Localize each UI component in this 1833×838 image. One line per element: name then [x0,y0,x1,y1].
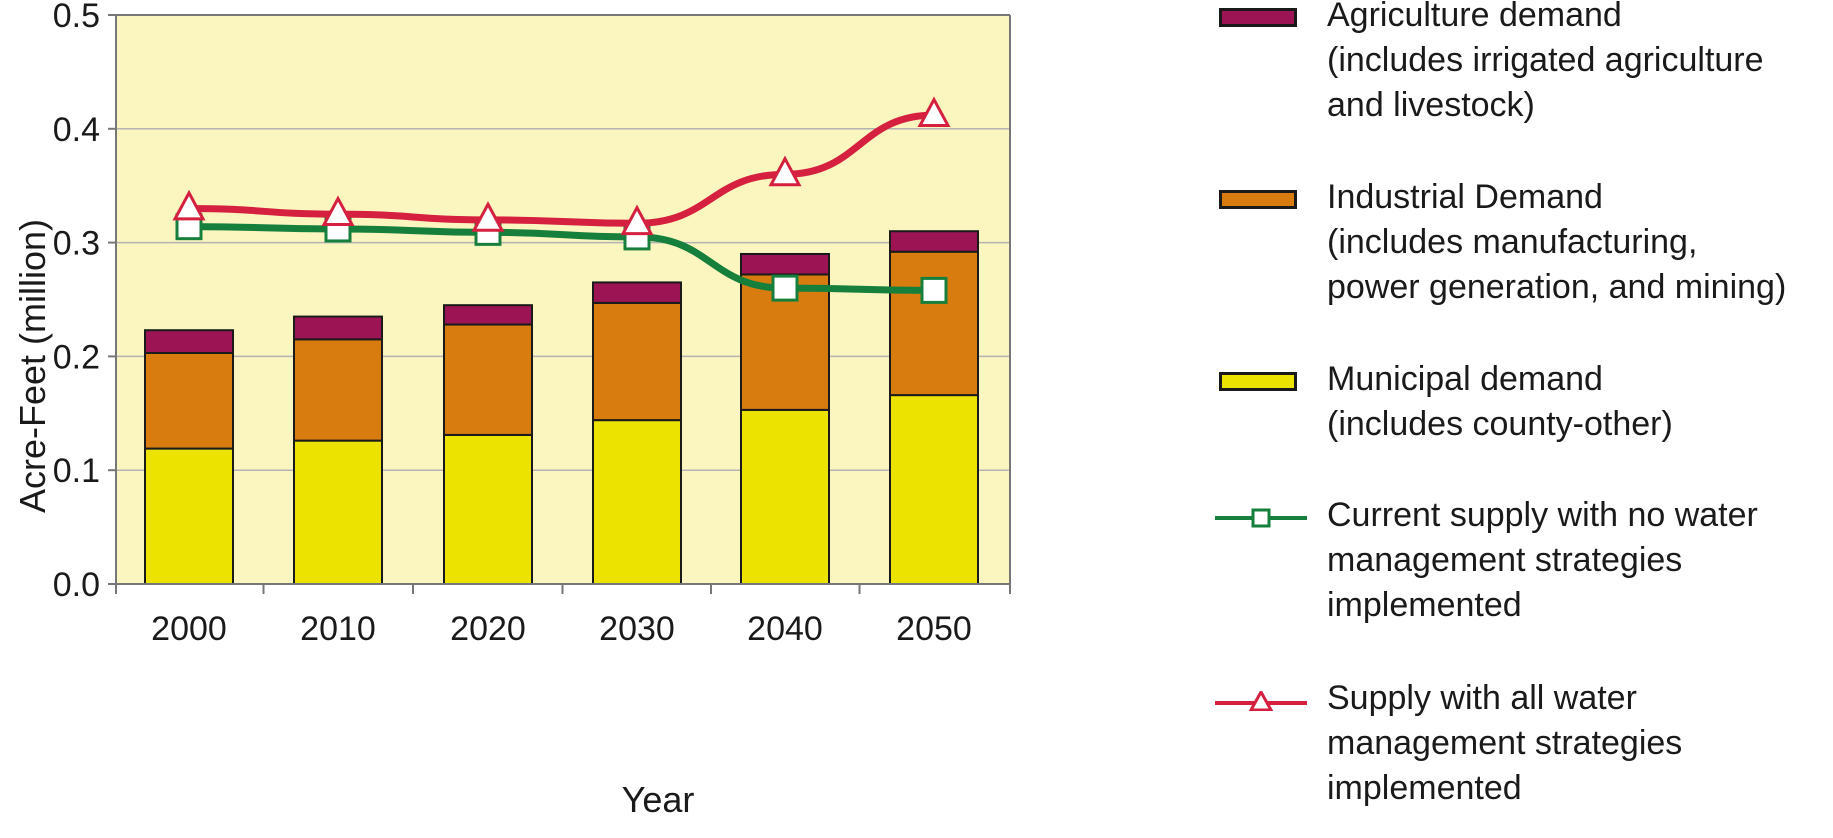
x-tick-label: 2050 [896,610,972,648]
agriculture-swatch [1219,8,1297,27]
bar-segment [293,338,383,442]
y-tick-label: 0.5 [53,0,100,35]
strategies-supply-line-key [1215,691,1307,711]
y-tick-label: 0.3 [53,225,100,263]
bar-segment [889,230,979,253]
bar-segment [592,281,682,304]
data-point-triangle [917,96,951,128]
bar-segment [740,408,830,585]
x-tick-label: 2040 [747,610,823,648]
x-tick-label: 2020 [450,610,526,648]
data-point-triangle [172,189,206,221]
bar-segment [144,351,234,450]
data-point-triangle [471,201,505,232]
bar-segment [293,439,383,585]
x-tick-label: 2000 [151,610,227,648]
bar-segment [889,250,979,397]
bar-segment [443,323,533,436]
series-line [185,223,938,294]
bar-segment [293,315,383,341]
x-tick-label: 2030 [599,610,675,648]
y-tick-label: 0.2 [53,338,100,376]
bar-segment [592,419,682,585]
data-point-triangle [768,155,802,187]
bars [144,230,979,586]
bar-segment [443,304,533,326]
x-tick-label: 2010 [300,610,376,648]
series-line [185,111,938,227]
legend-label-current-supply: Current supply with no water management … [1327,496,1758,624]
data-point-square [771,274,799,302]
axes: 0.0 0.1 0.2 0.3 0.4 0.5 2000 2010 2020 2030 2040 20… [53,0,1011,648]
industrial-swatch [1219,190,1297,209]
data-point-square [920,276,948,304]
legend-label-municipal: Municipal demand (includes county-other) [1327,360,1673,443]
bar-segment [144,447,234,585]
stacked-bar-chart: 0.0 0.1 0.2 0.3 0.4 0.5 2000 2010 2020 2030 2040 20… [12,0,1011,820]
bar-segment [740,252,830,276]
y-tick-label: 0.4 [53,111,100,149]
bar-segment [144,329,234,354]
legend-label-industrial: Industrial Demand (includes manufacturin… [1327,178,1787,306]
bar-segment [592,301,682,422]
y-tick-label: 0.1 [53,452,100,490]
current-supply-line-key [1215,508,1307,528]
data-point-triangle [321,195,355,227]
legend-label-agriculture: Agriculture demand (includes irrigated a… [1327,0,1764,124]
x-axis-title: Year [622,779,695,820]
supply-lines [172,96,951,304]
plot-background [116,15,1010,584]
bar-segment [443,433,533,585]
plot-area [116,15,1010,584]
y-tick-label: 0.0 [53,566,100,604]
bar-segment [889,394,979,586]
municipal-swatch [1219,372,1297,391]
data-point-triangle [620,204,654,236]
y-axis-title: Acre-Feet (million) [12,219,53,513]
legend-label-strategies-supply: Supply with all water management strateg… [1327,679,1683,807]
